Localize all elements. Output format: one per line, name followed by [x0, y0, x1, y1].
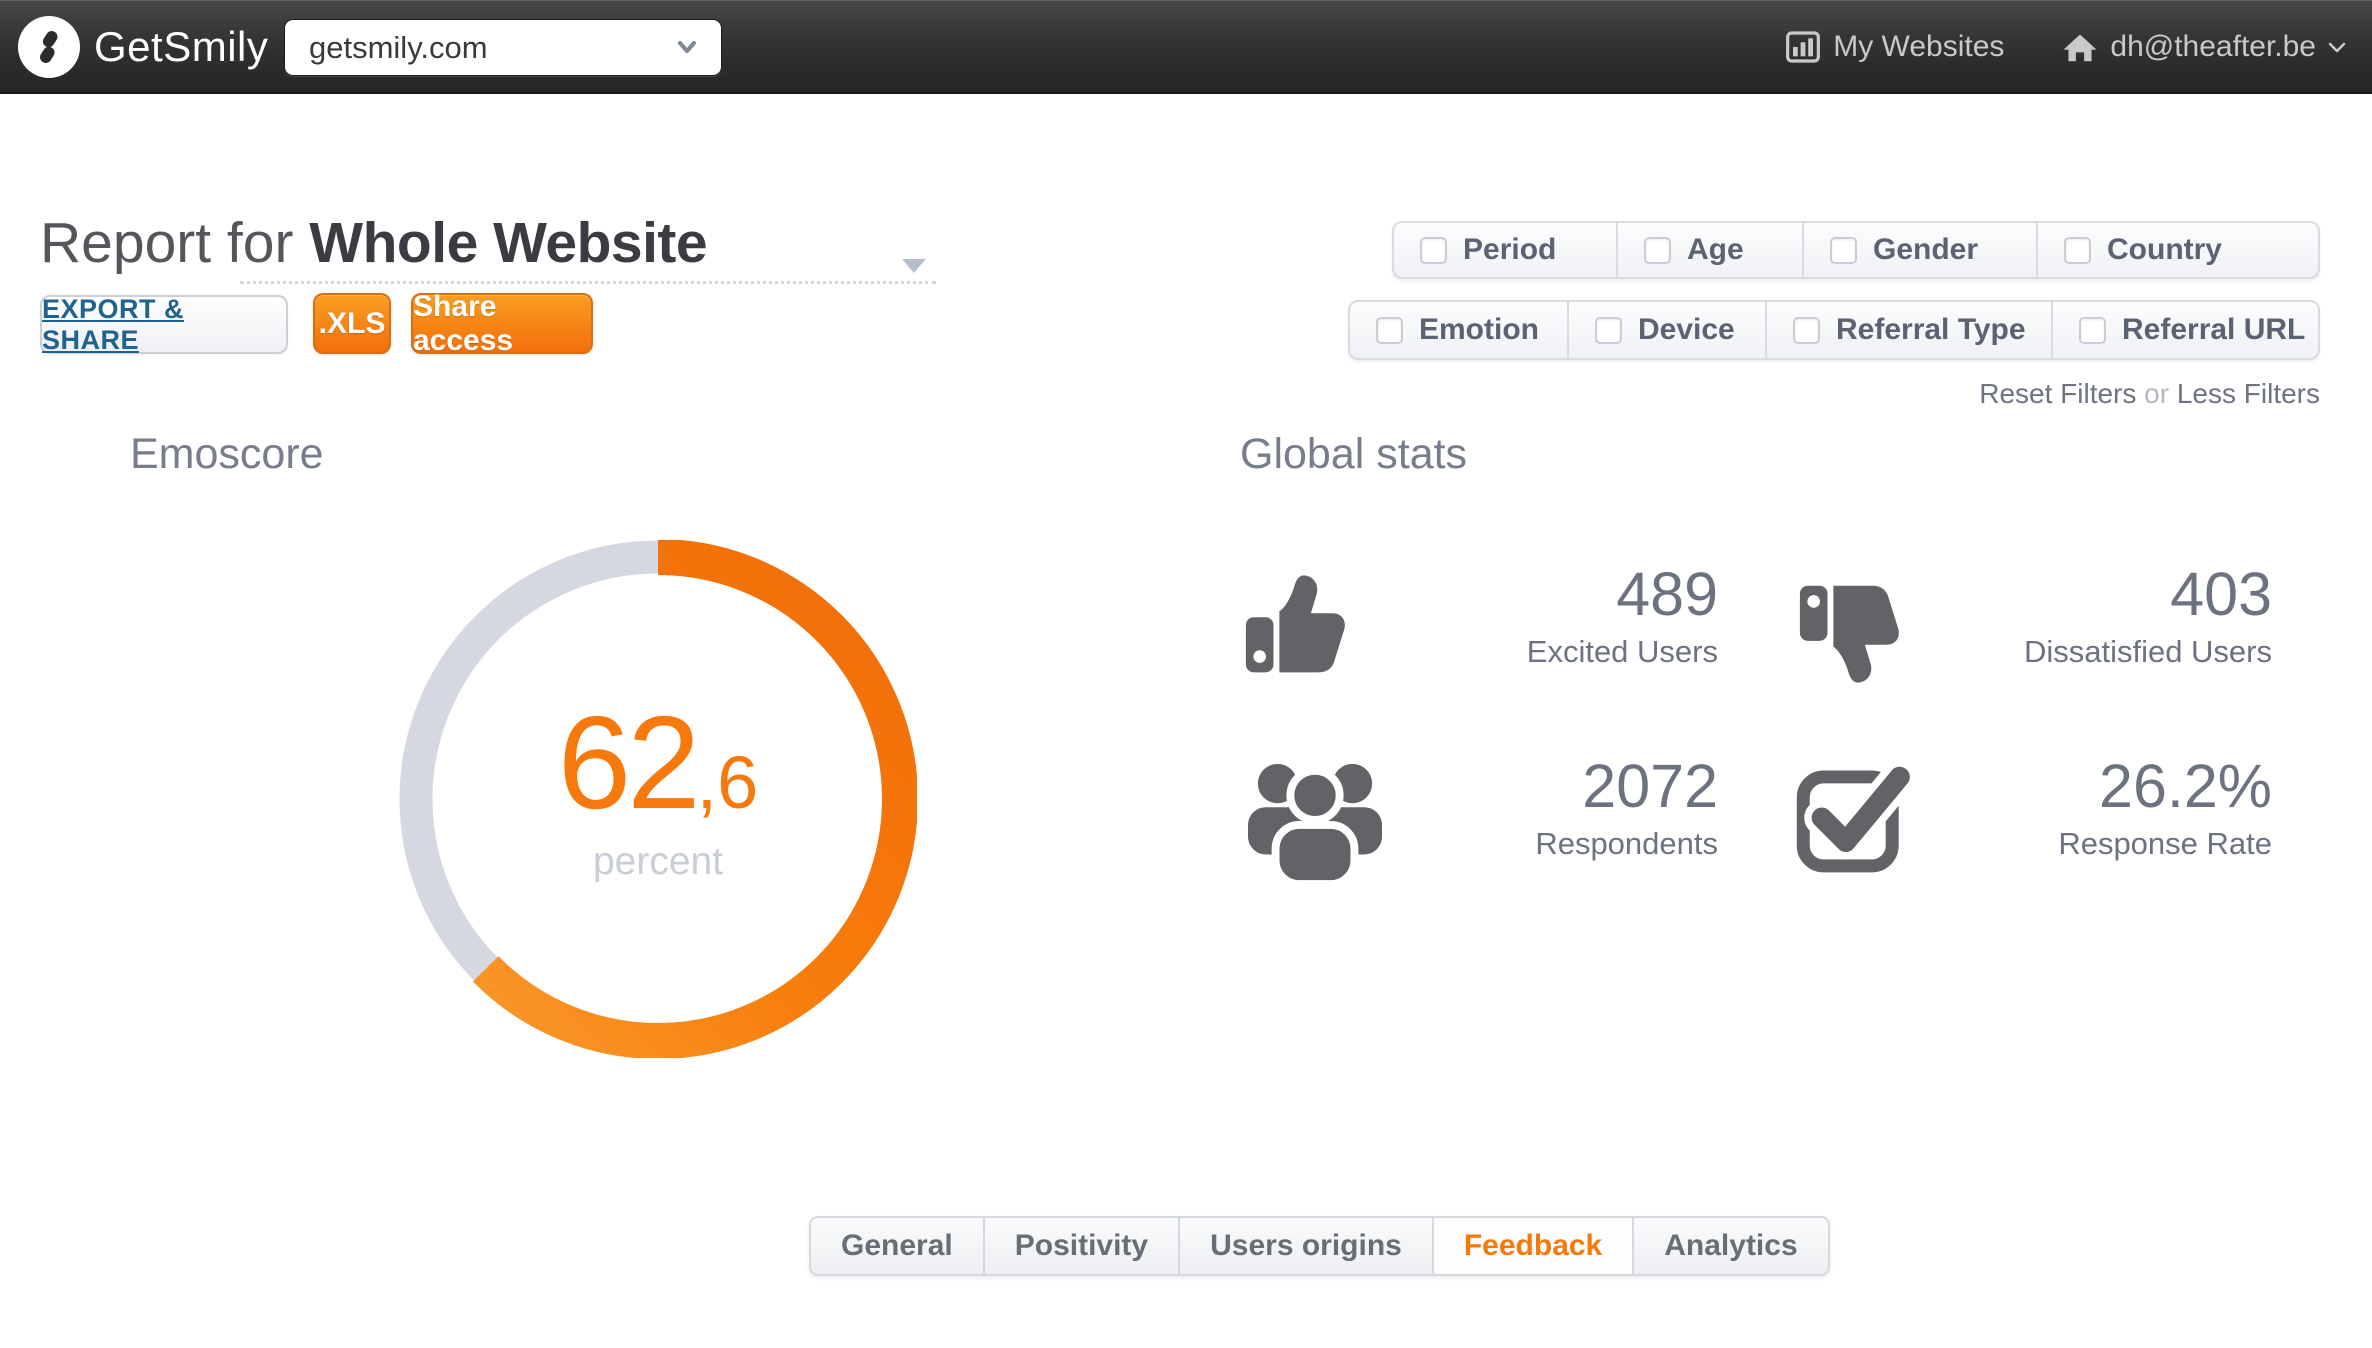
account-label: dh@theafter.be — [2110, 30, 2316, 63]
global-stats-grid: 489 Excited Users 403 Dissat — [1240, 562, 2272, 888]
filter-period-label: Period — [1463, 233, 1557, 266]
export-share-button[interactable]: EXPORT & SHARE — [40, 293, 288, 355]
filter-device[interactable]: Device — [1567, 302, 1765, 358]
brand-title: GetSmily — [94, 23, 269, 70]
response-rate-label: Response Rate — [2058, 826, 2272, 862]
global-stats-heading: Global stats — [1240, 430, 1468, 478]
navbar-right: My Websites dh@theafter.be — [1785, 0, 2346, 94]
filter-row-2: Emotion Device Referral Type Referral UR… — [1348, 300, 2320, 360]
excited-users-value: 489 — [1616, 560, 1718, 628]
filter-country[interactable]: Country — [2036, 223, 2318, 277]
emotion-checkbox[interactable] — [1376, 316, 1403, 344]
filter-referral-url-label: Referral URL — [2122, 313, 2306, 346]
report-tabbar: General Positivity Users origins Feedbac… — [809, 1216, 1830, 1276]
my-websites-link[interactable]: My Websites — [1785, 30, 2004, 64]
referral-url-checkbox[interactable] — [2079, 316, 2106, 344]
emoscore-value: 62 ,6 — [558, 687, 759, 838]
account-menu[interactable]: dh@theafter.be — [2062, 30, 2346, 64]
filter-referral-type[interactable]: Referral Type — [1765, 302, 2051, 358]
stat-excited-users: 489 Excited Users — [1240, 562, 1718, 696]
filter-row-1: Period Age Gender Country — [1392, 221, 2320, 279]
referral-type-checkbox[interactable] — [1793, 316, 1820, 344]
site-selector-value: getsmily.com — [309, 29, 488, 65]
users-icon — [1240, 754, 1390, 888]
emoscore-value-block: 62 ,6 percent — [399, 526, 917, 1044]
excited-users-label: Excited Users — [1526, 634, 1718, 670]
donut-rings — [399, 540, 917, 1058]
logo-s-glyph — [40, 31, 58, 63]
device-checkbox[interactable] — [1595, 316, 1622, 344]
xls-button[interactable]: .XLS — [313, 293, 391, 354]
stat-respondents: 2072 Respondents — [1240, 754, 1718, 888]
filter-gender-label: Gender — [1873, 233, 1979, 266]
chevron-down-icon — [2328, 42, 2346, 52]
response-rate-value: 26.2% — [2099, 752, 2272, 820]
filter-links: Reset Filters or Less Filters — [1979, 378, 2320, 410]
less-filters-link[interactable]: Less Filters — [2176, 378, 2320, 409]
filter-emotion[interactable]: Emotion — [1350, 302, 1567, 358]
period-checkbox[interactable] — [1420, 236, 1447, 264]
title-dotted-divider — [240, 281, 936, 284]
filter-referral-type-label: Referral Type — [1836, 313, 2026, 346]
country-checkbox[interactable] — [2064, 236, 2091, 264]
page-title: Report for Whole Website — [40, 210, 708, 276]
export-share-label: EXPORT & SHARE — [42, 293, 185, 355]
stat-response-rate: 26.2% Response Rate — [1794, 754, 2272, 888]
site-selector[interactable]: getsmily.com — [284, 19, 722, 76]
tab-feedback[interactable]: Feedback — [1431, 1218, 1633, 1274]
filter-gender[interactable]: Gender — [1802, 223, 2036, 277]
stat-dissatisfied-users: 403 Dissatisfied Users — [1794, 562, 2272, 696]
filter-age[interactable]: Age — [1616, 223, 1802, 277]
tab-general[interactable]: General — [841, 1229, 953, 1262]
page-title-prefix: Report for — [40, 211, 294, 275]
respondents-value: 2072 — [1582, 752, 1718, 820]
filter-emotion-label: Emotion — [1419, 313, 1539, 346]
emoscore-arc — [399, 540, 917, 1058]
title-dropdown-arrow-icon[interactable] — [902, 259, 926, 273]
gender-checkbox[interactable] — [1830, 236, 1857, 264]
getsmily-logo-link[interactable]: GetSmily — [18, 16, 268, 78]
tab-users-origins[interactable]: Users origins — [1178, 1218, 1432, 1274]
page-title-name: Whole Website — [309, 211, 708, 275]
chevron-down-icon — [678, 41, 696, 53]
emoscore-value-decimal: ,6 — [696, 740, 759, 824]
emoscore-donut-chart: 62 ,6 percent — [399, 540, 917, 1058]
tab-analytics[interactable]: Analytics — [1632, 1218, 1827, 1274]
navbar: GetSmily getsmily.com My Websites — [0, 0, 2372, 94]
emoscore-value-main: 62 — [557, 688, 701, 836]
home-icon — [2063, 33, 2097, 61]
or-text: or — [2144, 378, 2170, 409]
emoscore-heading: Emoscore — [130, 430, 324, 478]
thumbs-up-icon — [1240, 562, 1390, 696]
bar-chart-icon — [1786, 31, 1821, 63]
my-websites-label: My Websites — [1833, 30, 2005, 63]
dissatisfied-users-label: Dissatisfied Users — [2023, 634, 2272, 670]
filter-device-label: Device — [1638, 313, 1735, 346]
filter-age-label: Age — [1687, 233, 1744, 266]
thumbs-down-icon — [1794, 562, 1944, 696]
share-access-button[interactable]: Share access — [411, 290, 593, 357]
getsmily-logo-icon — [18, 16, 80, 78]
checkbox-checked-icon — [1794, 754, 1944, 874]
filter-country-label: Country — [2107, 233, 2222, 266]
filter-period[interactable]: Period — [1394, 223, 1616, 277]
age-checkbox[interactable] — [1644, 236, 1671, 264]
reset-filters-link[interactable]: Reset Filters — [1979, 378, 2137, 409]
respondents-label: Respondents — [1535, 826, 1718, 862]
dissatisfied-users-value: 403 — [2170, 560, 2272, 628]
emoscore-unit: percent — [592, 839, 724, 883]
tab-positivity[interactable]: Positivity — [982, 1218, 1178, 1274]
filter-referral-url[interactable]: Referral URL — [2051, 302, 2318, 358]
